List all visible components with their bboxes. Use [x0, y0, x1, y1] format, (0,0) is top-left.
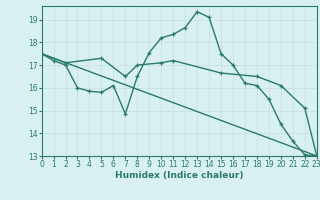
X-axis label: Humidex (Indice chaleur): Humidex (Indice chaleur) — [115, 171, 244, 180]
